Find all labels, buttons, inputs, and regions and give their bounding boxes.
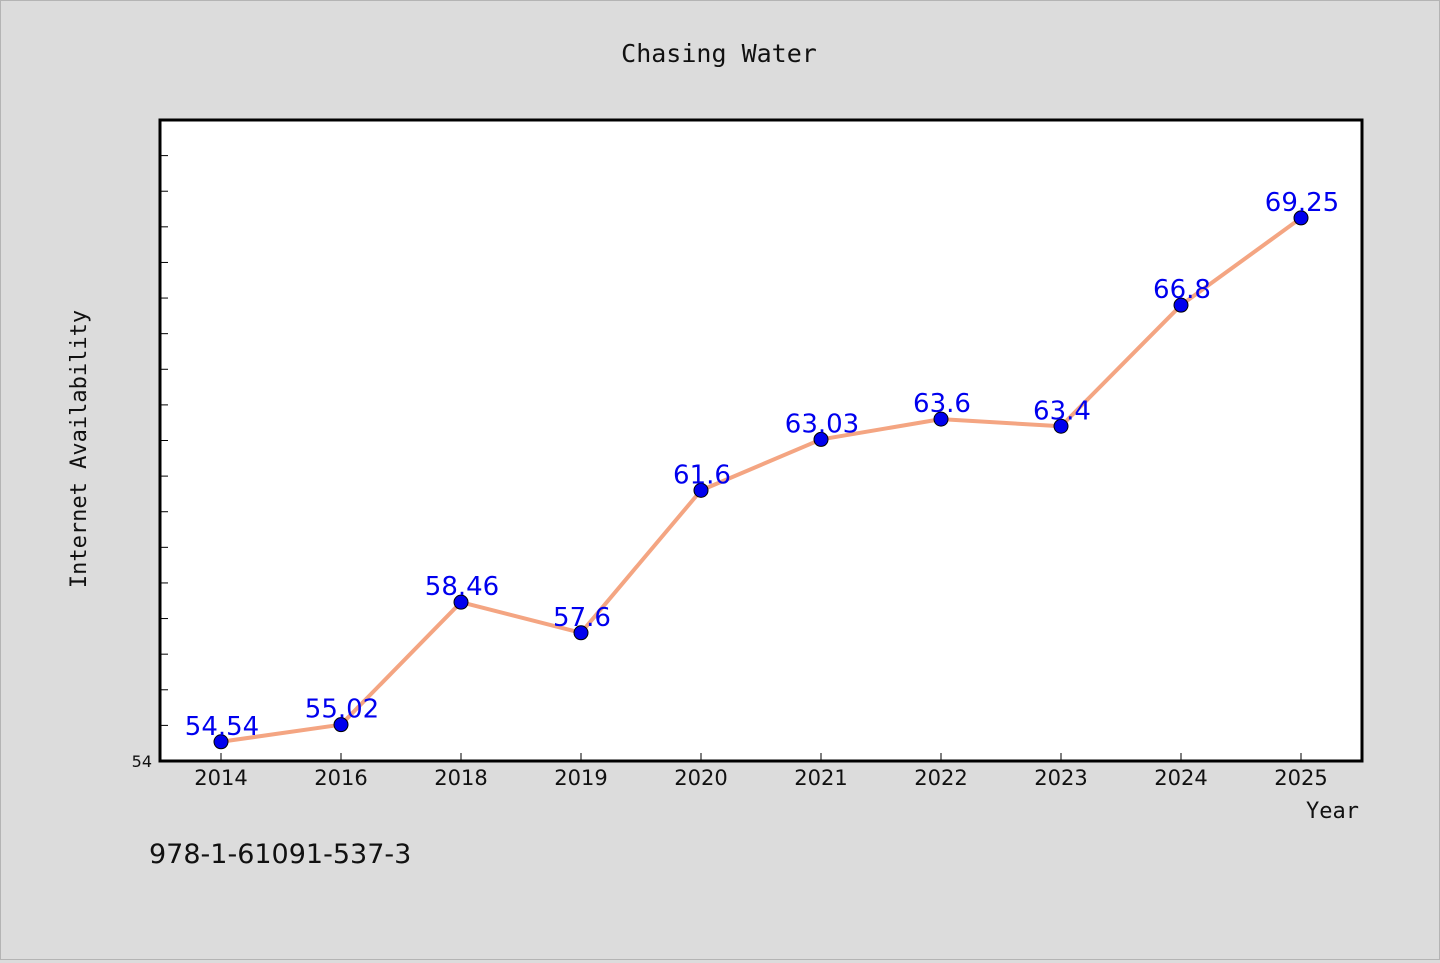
y-tick-label: 54 (132, 752, 152, 771)
x-tick-label: 2018 (434, 766, 487, 790)
data-point (813, 431, 829, 447)
x-tick-label: 2023 (1034, 766, 1087, 790)
data-point (453, 594, 469, 610)
series-line (220, 216, 1303, 744)
isbn-footer: 978-1-61091-537-3 (149, 839, 411, 870)
x-tick-label: 2014 (194, 766, 247, 790)
data-point (573, 625, 589, 641)
data-label: 55.02 (305, 695, 379, 725)
data-point (1173, 297, 1189, 313)
data-label: 63.03 (785, 409, 859, 439)
data-label: 57.6 (553, 603, 611, 633)
data-point (693, 482, 709, 498)
x-axis-tick-labels: 2014 2016 2018 2019 2020 2021 2022 2023 2024 2025 (194, 766, 1327, 790)
data-labels: 54.54 55.02 58.46 57.6 61.6 63.03 63.6 63.4 66.8… (185, 188, 1339, 742)
data-point (933, 411, 949, 427)
x-tick-label: 2020 (674, 766, 727, 790)
data-point (213, 734, 229, 750)
data-label: 66.8 (1153, 275, 1211, 305)
y-axis-tick-labels: 54 (132, 752, 152, 771)
data-label: 54.54 (185, 712, 259, 742)
data-label: 69.25 (1265, 188, 1339, 218)
chart-title: Chasing Water (621, 39, 817, 68)
data-label: 61.6 (673, 460, 731, 490)
data-point (1293, 210, 1309, 226)
x-tick-label: 2025 (1274, 766, 1327, 790)
data-point (333, 717, 349, 733)
y-axis-label: Internet Availability (67, 310, 92, 588)
data-label: 63.6 (913, 389, 971, 419)
x-tick-label: 2016 (314, 766, 367, 790)
x-tick-label: 2019 (554, 766, 607, 790)
x-axis-label: Year (1306, 799, 1359, 824)
y-axis-ticks (160, 155, 168, 726)
data-label: 63.4 (1033, 396, 1091, 426)
data-point (1053, 418, 1069, 434)
x-axis-ticks (220, 753, 1302, 761)
x-tick-label: 2024 (1154, 766, 1207, 790)
x-tick-label: 2021 (794, 766, 847, 790)
series-markers (213, 210, 1309, 750)
data-label: 58.46 (425, 572, 499, 602)
plot-area (158, 118, 1364, 763)
x-tick-label: 2022 (914, 766, 967, 790)
